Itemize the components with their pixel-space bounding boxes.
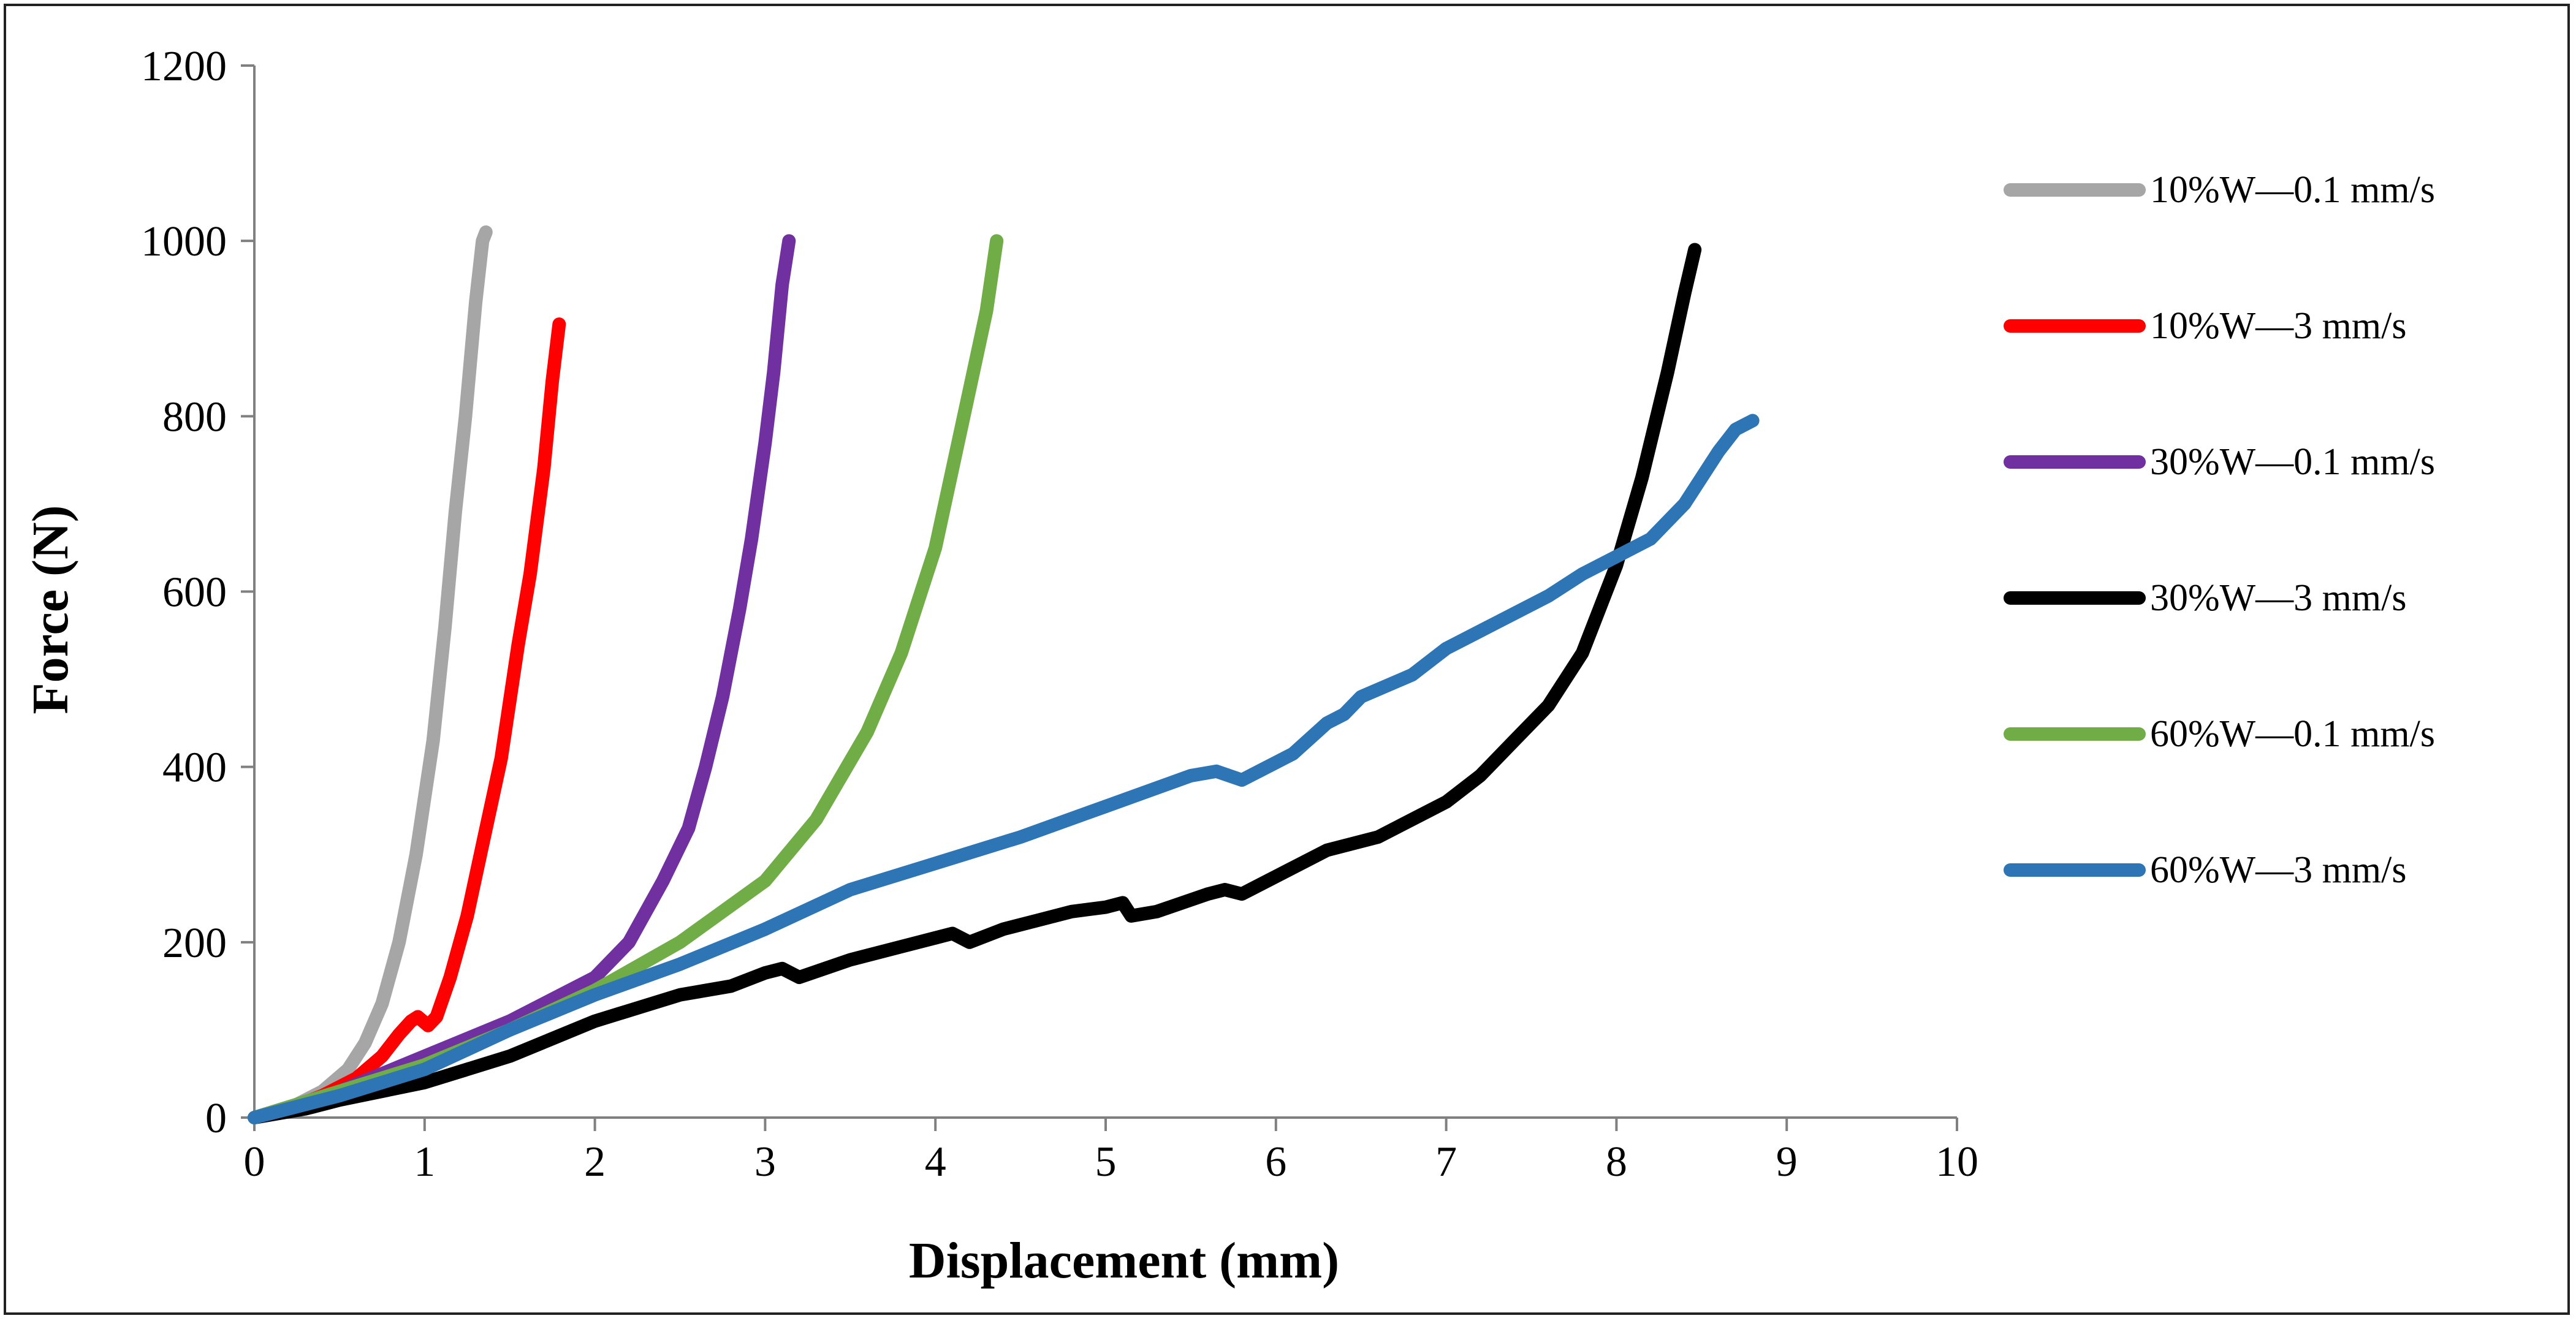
legend-label-4: 30%W—3 mm/s xyxy=(2150,577,2406,619)
y-tick-label: 1200 xyxy=(141,43,227,90)
legend-label-2: 10%W—3 mm/s xyxy=(2150,305,2406,347)
legend-label-6: 60%W—3 mm/s xyxy=(2150,849,2406,891)
series-line-3 xyxy=(248,234,796,1124)
y-tick-label: 400 xyxy=(162,744,227,792)
legend-label-1: 10%W—0.1 mm/s xyxy=(2150,169,2435,211)
y-tick-label: 800 xyxy=(162,393,227,441)
y-tick-label: 1000 xyxy=(141,218,227,265)
x-tick-label: 2 xyxy=(584,1138,606,1186)
figure-frame: 0 1 2 3 4 5 6 7 8 9 10 0 200 400 600 800 1000 1200 Displa… xyxy=(4,4,2570,1315)
x-tick-label: 5 xyxy=(1095,1138,1117,1186)
series-line-6 xyxy=(248,414,1760,1124)
x-tick-label: 3 xyxy=(754,1138,776,1186)
x-tick-label: 8 xyxy=(1606,1138,1627,1186)
x-tick-label: 9 xyxy=(1776,1138,1798,1186)
x-tick-label: 4 xyxy=(925,1138,946,1186)
force-displacement-chart: 0 1 2 3 4 5 6 7 8 9 10 0 200 400 600 800 1000 1200 Displa… xyxy=(22,43,2435,1289)
y-tick-label: 200 xyxy=(162,920,227,967)
axes: 0 1 2 3 4 5 6 7 8 9 10 0 200 400 600 800 1000 1200 xyxy=(141,43,1978,1186)
x-tick-label: 10 xyxy=(1936,1138,1978,1186)
y-axis-title: Force (N) xyxy=(22,505,79,714)
x-tick-label: 0 xyxy=(244,1138,265,1186)
x-tick-label: 1 xyxy=(414,1138,435,1186)
y-tick-label: 0 xyxy=(205,1095,227,1142)
x-axis-title: Displacement (mm) xyxy=(909,1232,1339,1289)
series-line-4 xyxy=(248,243,1702,1124)
series-line-2 xyxy=(248,317,566,1124)
series-layer xyxy=(248,225,1760,1124)
legend: 10%W—0.1 mm/s 10%W—3 mm/s 30%W—0.1 mm/s 30%… xyxy=(2004,169,2435,891)
legend-label-3: 30%W—0.1 mm/s xyxy=(2150,441,2435,483)
x-tick-label: 6 xyxy=(1265,1138,1286,1186)
x-tick-label: 7 xyxy=(1435,1138,1457,1186)
y-tick-label: 600 xyxy=(162,569,227,616)
legend-label-5: 60%W—0.1 mm/s xyxy=(2150,713,2435,755)
